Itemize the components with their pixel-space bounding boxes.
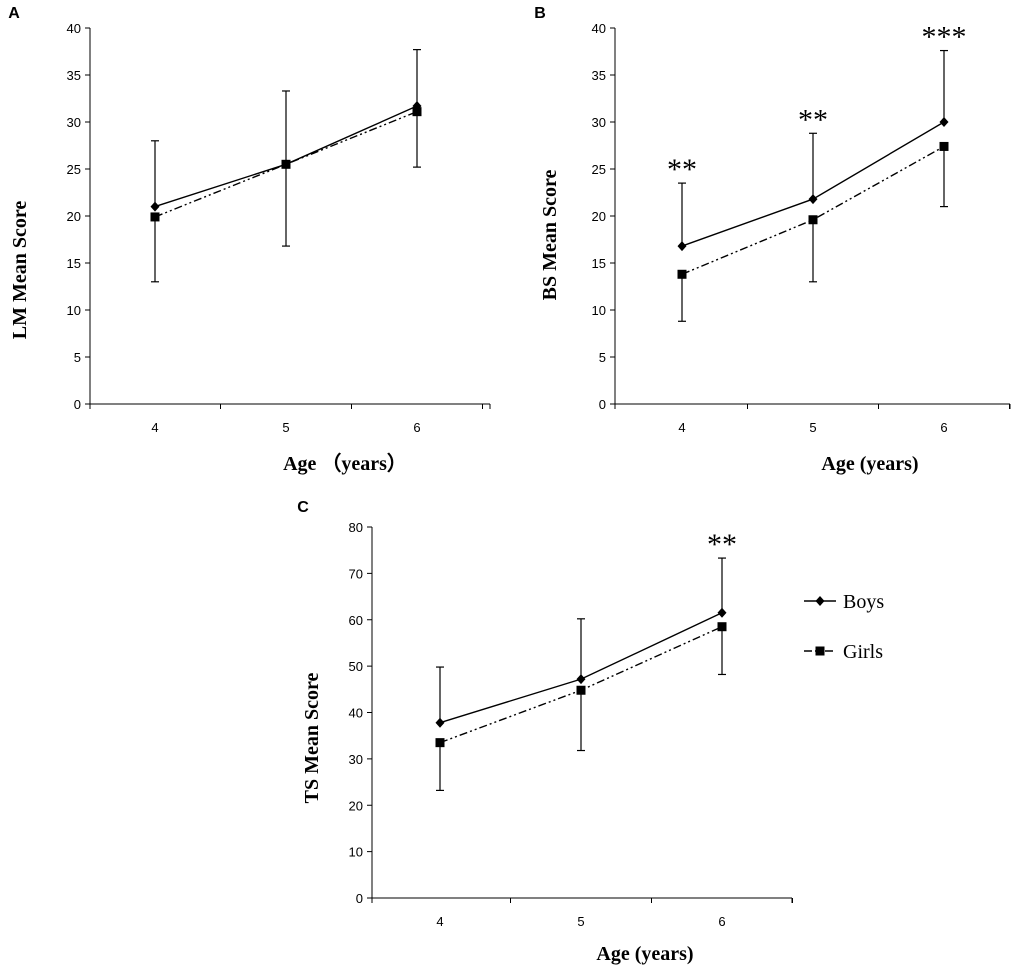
y-tick-label: 60 xyxy=(349,613,363,628)
data-point-boys xyxy=(576,674,586,685)
series-girls xyxy=(150,107,422,283)
data-point-girls xyxy=(576,685,586,695)
x-tick-label: 4 xyxy=(151,420,158,435)
panel-label: A xyxy=(8,5,20,22)
y-tick-label: 25 xyxy=(592,162,606,177)
x-tick-label: 5 xyxy=(577,914,584,929)
x-tick-label: 4 xyxy=(678,420,685,435)
y-tick-label: 50 xyxy=(349,659,363,674)
legend-item-boys: Boys xyxy=(804,591,884,613)
legend-swatch-marker xyxy=(815,646,825,656)
y-tick-label: 35 xyxy=(592,68,606,83)
x-tick-label: 5 xyxy=(809,420,816,435)
data-point-girls xyxy=(808,215,818,225)
data-point-boys xyxy=(150,201,160,212)
y-axis-title: BS Mean Score xyxy=(539,170,561,301)
y-tick-label: 40 xyxy=(67,21,81,36)
x-axis-title: Age (years) xyxy=(596,943,693,965)
y-tick-label: 0 xyxy=(356,891,363,906)
y-tick-label: 30 xyxy=(349,752,363,767)
y-tick-label: 80 xyxy=(349,520,363,535)
data-point-girls xyxy=(412,107,422,117)
y-tick-label: 0 xyxy=(599,397,606,412)
y-tick-label: 25 xyxy=(67,162,81,177)
panel-label: B xyxy=(534,5,546,22)
significance-marker: *** xyxy=(922,21,967,54)
y-tick-label: 10 xyxy=(67,303,81,318)
y-tick-label: 70 xyxy=(349,566,363,581)
data-point-boys xyxy=(939,117,949,127)
y-axis-title: TS Mean Score xyxy=(301,673,323,804)
legend-label: Girls xyxy=(843,641,883,663)
x-tick-label: 6 xyxy=(413,420,420,435)
y-tick-label: 35 xyxy=(67,68,81,83)
significance-marker: ** xyxy=(667,153,697,186)
significance-marker: ** xyxy=(798,103,828,136)
series-line-girls xyxy=(154,111,418,218)
legend-item-girls: Girls xyxy=(804,641,883,663)
data-point-girls xyxy=(281,159,291,169)
y-tick-label: 10 xyxy=(349,845,363,860)
y-tick-label: 15 xyxy=(592,256,606,271)
data-point-boys xyxy=(435,717,445,728)
data-point-boys xyxy=(717,607,727,618)
data-point-girls xyxy=(717,622,727,632)
y-tick-label: 0 xyxy=(74,397,81,412)
chart-panel-c: C 0 10 20 30 40 50 60 70 80 4 5 6 Age (years) TS Mean … xyxy=(297,499,793,965)
series-girls xyxy=(435,622,727,792)
series-line-girls xyxy=(681,145,945,275)
data-point-girls xyxy=(435,738,445,748)
x-tick-label: 6 xyxy=(718,914,725,929)
legend-swatch-marker xyxy=(815,596,825,606)
y-tick-label: 30 xyxy=(592,115,606,130)
y-tick-label: 10 xyxy=(592,303,606,318)
panel-label: C xyxy=(297,499,309,516)
x-tick-label: 4 xyxy=(436,914,443,929)
data-point-girls xyxy=(677,269,687,279)
legend-label: Boys xyxy=(843,591,884,613)
data-point-boys xyxy=(808,194,818,205)
data-point-girls xyxy=(939,141,949,151)
y-tick-label: 5 xyxy=(74,350,81,365)
y-tick-label: 40 xyxy=(592,21,606,36)
significance-marker: ** xyxy=(707,528,737,561)
series-boys xyxy=(677,49,949,252)
y-tick-label: 20 xyxy=(67,209,81,224)
x-axis-title: Age （years） xyxy=(283,452,407,475)
series-boys xyxy=(435,557,727,728)
y-tick-label: 15 xyxy=(67,256,81,271)
y-tick-label: 20 xyxy=(592,209,606,224)
legend: Boys Girls xyxy=(804,591,884,663)
data-point-girls xyxy=(150,212,160,222)
y-tick-label: 40 xyxy=(349,706,363,721)
x-axis-title: Age (years) xyxy=(821,453,918,475)
y-axis-title: LM Mean Score xyxy=(9,201,31,340)
data-point-boys xyxy=(677,241,687,252)
y-tick-label: 20 xyxy=(349,798,363,813)
y-tick-label: 30 xyxy=(67,115,81,130)
series-girls xyxy=(677,141,949,322)
y-tick-label: 5 xyxy=(599,350,606,365)
x-tick-label: 6 xyxy=(940,420,947,435)
x-tick-label: 5 xyxy=(282,420,289,435)
